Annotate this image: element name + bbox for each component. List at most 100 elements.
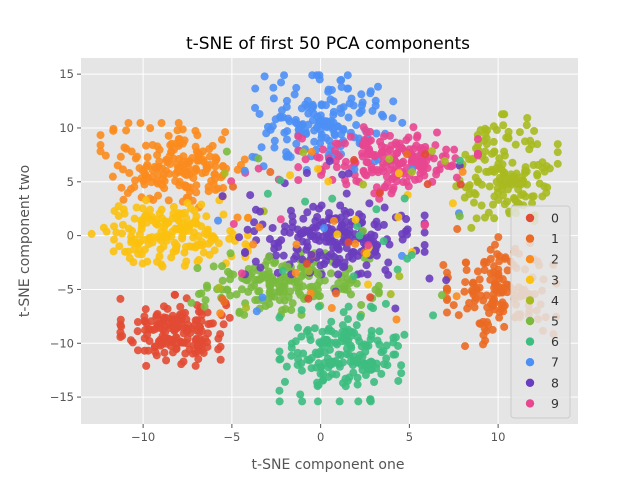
- scatter-point-digit-0: [172, 345, 181, 354]
- scatter-point-digit-4: [460, 193, 469, 202]
- scatter-point-digit-9: [429, 154, 438, 163]
- scatter-point-digit-6: [342, 350, 351, 359]
- scatter-point-digit-6: [347, 343, 356, 352]
- scatter-point-digit-6: [297, 306, 306, 315]
- scatter-point-digit-6: [302, 327, 311, 336]
- scatter-point-digit-9: [363, 143, 372, 152]
- scatter-point-digit-3: [169, 202, 178, 211]
- scatter-point-digit-9: [379, 159, 388, 168]
- scatter-point-digit-5: [267, 292, 276, 301]
- scatter-point-digit-5: [278, 306, 287, 315]
- scatter-point-digit-9: [450, 145, 459, 154]
- scatter-point-digit-9: [473, 149, 482, 158]
- scatter-point-digit-9: [447, 162, 456, 171]
- scatter-point-digit-6: [361, 347, 370, 356]
- legend-marker-digit-7: [525, 358, 535, 367]
- scatter-point-digit-9: [368, 168, 377, 177]
- scatter-point-digit-2: [255, 223, 264, 232]
- scatter-point-digit-2: [116, 152, 125, 161]
- scatter-point-digit-2: [136, 119, 145, 128]
- scatter-point-digit-1: [449, 301, 458, 310]
- scatter-point-digit-6: [366, 358, 375, 367]
- scatter-point-digit-2: [211, 153, 220, 162]
- scatter-point-digit-7: [327, 117, 336, 126]
- scatter-point-digit-5: [265, 275, 274, 284]
- scatter-point-digit-6: [344, 315, 353, 324]
- scatter-point-digit-6: [366, 302, 375, 311]
- scatter-point-digit-4: [440, 157, 449, 166]
- scatter-point-digit-8: [362, 261, 371, 270]
- scatter-point-digit-3: [162, 236, 171, 245]
- scatter-point-digit-3: [167, 253, 176, 262]
- scatter-point-digit-8: [363, 270, 372, 279]
- scatter-point-digit-2: [249, 240, 258, 249]
- scatter-point-digit-5: [226, 249, 235, 258]
- scatter-point-digit-0: [142, 361, 151, 370]
- scatter-point-digit-7: [270, 143, 279, 152]
- scatter-point-digit-8: [272, 251, 281, 260]
- scatter-point-digit-2: [233, 213, 242, 222]
- scatter-point-digit-7: [279, 113, 288, 122]
- scatter-point-digit-7: [343, 71, 352, 80]
- scatter-point-digit-9: [409, 123, 418, 132]
- scatter-point-digit-6: [397, 361, 406, 370]
- scatter-point-digit-6: [325, 345, 334, 354]
- scatter-point-digit-0: [304, 294, 313, 303]
- scatter-point-digit-6: [380, 360, 389, 369]
- scatter-point-digit-4: [521, 192, 530, 201]
- scatter-point-digit-4: [499, 191, 508, 200]
- scatter-point-digit-1: [461, 342, 470, 351]
- scatter-point-digit-2: [458, 167, 467, 176]
- scatter-point-digit-2: [329, 216, 338, 225]
- scatter-point-digit-8: [384, 270, 393, 279]
- scatter-point-digit-0: [154, 320, 163, 329]
- scatter-point-digit-7: [388, 114, 397, 123]
- scatter-point-digit-2: [175, 181, 184, 190]
- scatter-point-digit-6: [317, 362, 326, 371]
- scatter-point-digit-6: [407, 251, 416, 260]
- scatter-point-digit-6: [314, 380, 323, 389]
- scatter-point-digit-1: [479, 331, 488, 340]
- scatter-point-digit-9: [341, 157, 350, 166]
- scatter-point-digit-8: [311, 224, 320, 233]
- scatter-point-digit-5: [237, 285, 246, 294]
- scatter-point-digit-8: [385, 240, 394, 249]
- scatter-point-digit-8: [322, 256, 331, 265]
- scatter-point-digit-8: [338, 170, 347, 179]
- scatter-point-digit-3: [160, 223, 169, 232]
- scatter-point-digit-9: [334, 140, 343, 149]
- scatter-point-digit-0: [216, 330, 225, 339]
- scatter-point-digit-9: [385, 131, 394, 140]
- scatter-point-digit-0: [151, 348, 160, 357]
- scatter-point-digit-6: [394, 376, 403, 385]
- scatter-point-digit-5: [286, 287, 295, 296]
- scatter-point-digit-5: [340, 282, 349, 291]
- scatter-point-digit-4: [215, 283, 224, 292]
- scatter-point-digit-6: [303, 355, 312, 364]
- scatter-point-digit-4: [299, 148, 308, 157]
- scatter-point-digit-9: [346, 132, 355, 141]
- scatter-point-digit-5: [193, 264, 202, 273]
- scatter-point-digit-4: [469, 198, 478, 207]
- scatter-point-digit-5: [247, 269, 256, 278]
- scatter-point-digit-2: [191, 142, 200, 151]
- scatter-point-digit-9: [380, 182, 389, 191]
- scatter-point-digit-1: [218, 294, 227, 303]
- scatter-point-digit-3: [364, 280, 373, 289]
- scatter-point-digit-0: [423, 180, 432, 189]
- scatter-point-digit-5: [315, 292, 324, 301]
- scatter-point-digit-4: [427, 147, 436, 156]
- scatter-point-digit-5: [271, 257, 280, 266]
- scatter-point-digit-3: [209, 232, 218, 241]
- scatter-point-digit-3: [132, 203, 141, 212]
- scatter-point-digit-4: [471, 173, 480, 182]
- scatter-point-digit-6: [297, 366, 306, 375]
- scatter-point-digit-7: [334, 122, 343, 131]
- chart-title: t-SNE of first 50 PCA components: [186, 34, 470, 54]
- scatter-point-digit-6: [313, 397, 322, 406]
- scatter-point-digit-2: [173, 126, 182, 135]
- scatter-point-digit-2: [176, 165, 185, 174]
- scatter-point-digit-9: [415, 174, 424, 183]
- scatter-point-digit-0: [116, 294, 125, 303]
- scatter-point-digit-9: [419, 167, 428, 176]
